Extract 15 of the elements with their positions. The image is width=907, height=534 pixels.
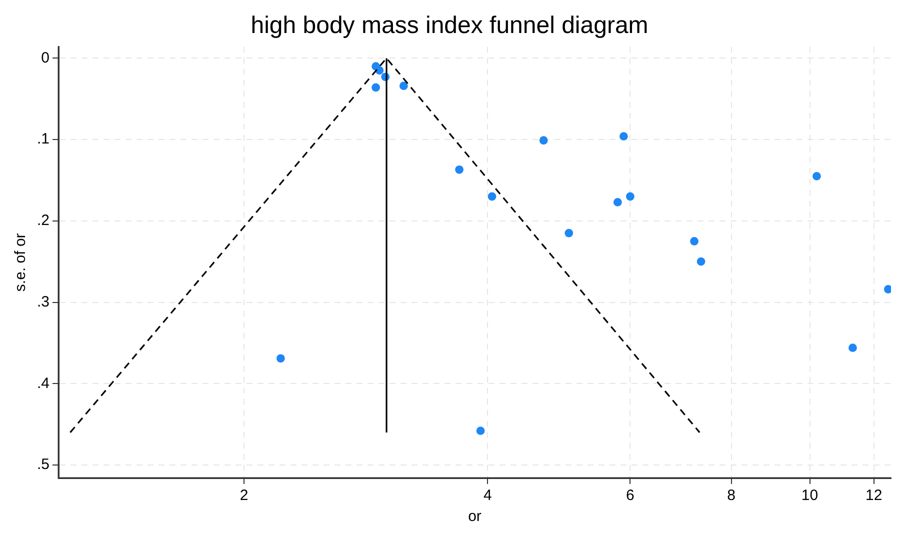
chart-title: high body mass index funnel diagram: [250, 12, 648, 40]
y-tick-label: .3: [36, 293, 50, 310]
y-tick-label: .1: [36, 130, 50, 148]
x-tick-label: 8: [727, 487, 736, 504]
y-tick-label: .5: [36, 456, 50, 474]
x-tick-label: 4: [483, 487, 492, 504]
y-tick-label: 0: [41, 49, 50, 66]
x-tick-label: 10: [801, 487, 818, 504]
x-axis-title: or: [468, 508, 482, 526]
y-axis-title: s.e. of or: [12, 233, 30, 292]
y-tick-label: .4: [36, 374, 50, 392]
x-tick-label: 2: [240, 487, 248, 504]
y-tick-label: .2: [36, 212, 50, 230]
x-tick-label: 12: [866, 487, 882, 504]
x-tick-label: 6: [626, 487, 634, 504]
